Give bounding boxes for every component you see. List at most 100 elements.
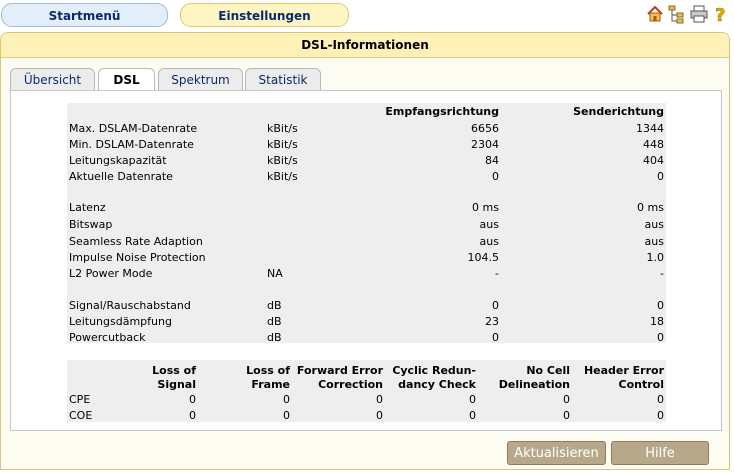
row-label: Latenz [69, 201, 106, 214]
table-row: Leitungsdämpfung dB 23 18 [67, 314, 666, 330]
header-line: Correction [318, 378, 383, 391]
row-label: Signal/Rauschabstand [69, 299, 191, 312]
row-rx: 0 [492, 170, 499, 183]
row-tx: aus [644, 218, 664, 231]
row-unit: dB [267, 315, 282, 328]
table-row: Impulse Noise Protection 104.5 1.0 [67, 250, 666, 266]
cell: 0 [189, 409, 196, 422]
header-line: Cyclic Redun- [392, 364, 476, 377]
settings-button[interactable]: Einstellungen [180, 3, 349, 27]
row-unit: dB [267, 299, 282, 312]
panel-title: DSL-Informationen [1, 33, 729, 58]
cell: 0 [376, 409, 383, 422]
header-cyclic-redundancy-check: Cyclic Redun- dancy Check [384, 364, 476, 392]
cell: 0 [283, 409, 290, 422]
row-label: Impulse Noise Protection [69, 251, 206, 264]
cell: 0 [563, 409, 570, 422]
table-row: L2 Power Mode NA - - [67, 266, 666, 282]
header-line: Forward Error [296, 364, 383, 377]
row-tx: 1344 [636, 122, 664, 135]
tab-statistics[interactable]: Statistik [245, 68, 321, 90]
row-unit: kBit/s [267, 154, 298, 167]
row-tx: 448 [643, 138, 664, 151]
row-label: L2 Power Mode [69, 267, 153, 280]
header-line: Delineation [498, 378, 570, 391]
row-rx: 2304 [471, 138, 499, 151]
table-row: Seamless Rate Adaption aus aus [67, 234, 666, 250]
row-tx: 0 [657, 299, 664, 312]
row-tx: 0 [657, 331, 664, 344]
home-icon[interactable] [646, 5, 664, 26]
row-tx: aus [644, 235, 664, 248]
row-rx: 23 [485, 315, 499, 328]
dsl-values-table: Empfangsrichtung Senderichtung Max. DSLA… [67, 103, 666, 344]
cell: 0 [189, 393, 196, 406]
tree-icon[interactable] [668, 5, 686, 28]
error-counter-table: Loss of Signal Loss of Frame Forward Err… [67, 360, 666, 422]
row-tx: 0 ms [637, 201, 664, 214]
row-unit: kBit/s [267, 170, 298, 183]
tab-spectrum[interactable]: Spektrum [158, 68, 243, 90]
row-label: Max. DSLAM-Datenrate [69, 122, 198, 135]
row-rx: 6656 [471, 122, 499, 135]
row-rx: 84 [485, 154, 499, 167]
cell: 0 [657, 409, 664, 422]
row-rx: 0 [492, 331, 499, 344]
startmenu-button[interactable]: Startmenü [1, 3, 168, 27]
header-line: Loss of [246, 364, 290, 377]
table-row: Max. DSLAM-Datenrate kBit/s 6656 1344 [67, 121, 666, 137]
row-label: Leitungsdämpfung [69, 315, 172, 328]
printer-icon[interactable] [690, 5, 708, 26]
row-rx: 104.5 [467, 251, 500, 264]
table-row: Leitungskapazität kBit/s 84 404 [67, 153, 666, 169]
row-label: Leitungskapazität [69, 154, 167, 167]
header-no-cell-delineation: No Cell Delineation [478, 364, 570, 392]
cell: 0 [469, 393, 476, 406]
row-tx: 404 [643, 154, 664, 167]
header-tx: Senderichtung [573, 105, 664, 118]
header-forward-error-correction: Forward Error Correction [291, 364, 383, 392]
row-rx: aus [479, 218, 499, 231]
row-unit: kBit/s [267, 122, 298, 135]
header-line: No Cell [526, 364, 570, 377]
row-rx: - [495, 267, 499, 280]
tab-dsl[interactable]: DSL [98, 68, 155, 91]
cell: 0 [376, 393, 383, 406]
row-tx: 18 [650, 315, 664, 328]
tab-overview[interactable]: Übersicht [10, 68, 95, 90]
row-tx: 1.0 [646, 251, 665, 264]
help-icon[interactable]: ? [714, 5, 728, 28]
row-tx: - [660, 267, 664, 280]
row-unit: NA [267, 267, 283, 280]
cell: 0 [657, 393, 664, 406]
refresh-button[interactable]: Aktualisieren [507, 441, 606, 465]
cell: 0 [283, 393, 290, 406]
row-label: COE [69, 409, 93, 422]
header-loss-of-signal: Loss of Signal [96, 364, 196, 392]
tab-content: Empfangsrichtung Senderichtung Max. DSLA… [10, 90, 722, 431]
table-row: COE 0 0 0 0 0 0 [67, 408, 666, 424]
row-rx: 0 [492, 299, 499, 312]
table-header-row: Empfangsrichtung Senderichtung [67, 104, 666, 120]
header-loss-of-frame: Loss of Frame [200, 364, 290, 392]
svg-text:?: ? [715, 5, 725, 25]
header-rx: Empfangsrichtung [385, 105, 499, 118]
table-row: Aktuelle Datenrate kBit/s 0 0 [67, 169, 666, 185]
row-label: Seamless Rate Adaption [69, 235, 203, 248]
row-tx: 0 [657, 170, 664, 183]
header-line: Control [618, 378, 664, 391]
header-line: Signal [157, 378, 196, 391]
help-button[interactable]: Hilfe [611, 441, 709, 465]
dsl-info-panel: DSL-Informationen Übersicht DSL Spektrum… [0, 32, 730, 470]
row-rx: 0 ms [472, 201, 499, 214]
row-label: CPE [69, 393, 91, 406]
header-line: Frame [251, 378, 290, 391]
table-row: Latenz 0 ms 0 ms [67, 200, 666, 216]
row-label: Powercutback [69, 331, 146, 344]
header-header-error-control: Header Error Control [572, 364, 664, 392]
table-row: Signal/Rauschabstand dB 0 0 [67, 298, 666, 314]
row-label: Aktuelle Datenrate [69, 170, 173, 183]
row-unit: dB [267, 331, 282, 344]
row-label: Min. DSLAM-Datenrate [69, 138, 194, 151]
table-row: CPE 0 0 0 0 0 0 [67, 392, 666, 408]
